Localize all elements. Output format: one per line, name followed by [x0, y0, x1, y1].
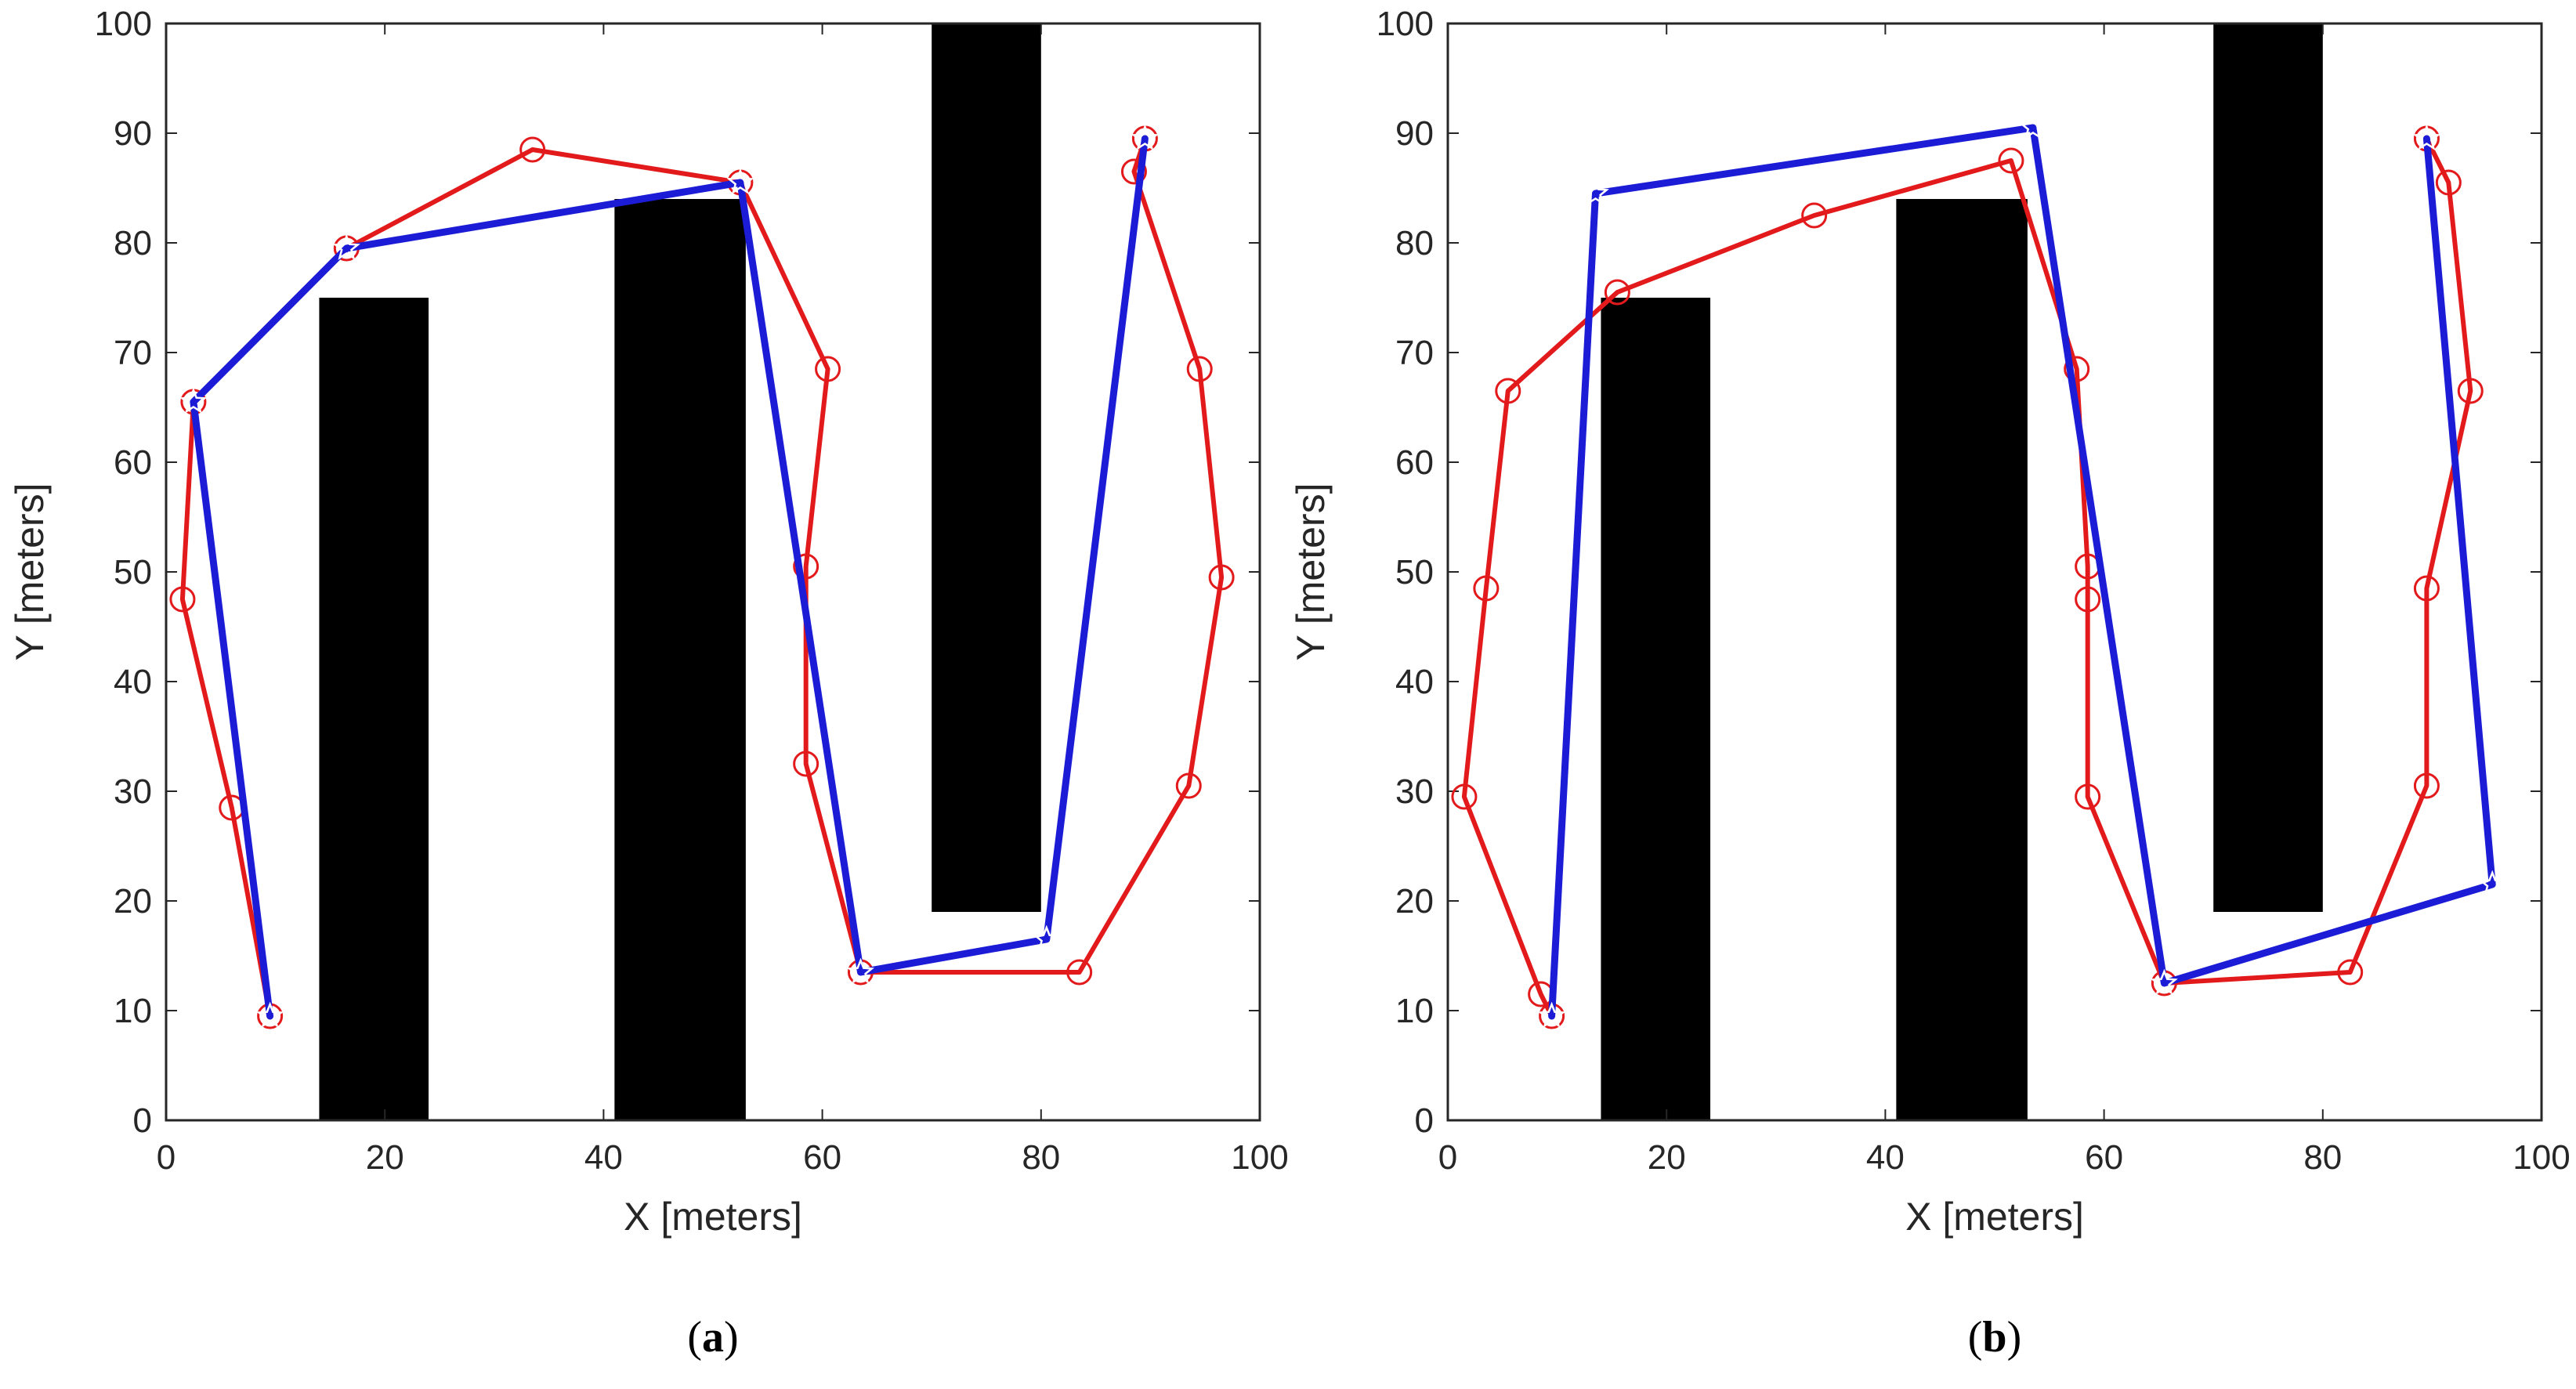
panel-caption-b: (b): [1968, 1313, 2021, 1362]
x-tick-label: 80: [1022, 1138, 1060, 1177]
red-path-point: [2413, 772, 2440, 799]
obstacle-1: [1601, 298, 1711, 1120]
blue-path-point: [2412, 124, 2440, 150]
y-tick-label: 80: [1395, 224, 1434, 262]
y-tick-label: 10: [114, 992, 152, 1030]
blue-path-point: [1033, 924, 1061, 951]
x-tick-label: 80: [2303, 1138, 2342, 1177]
y-tick-label: 30: [1395, 772, 1434, 811]
y-tick-label: 100: [95, 5, 152, 43]
red-path-point: [2337, 959, 2364, 986]
x-tick-label: 60: [803, 1138, 841, 1177]
y-tick-label: 20: [114, 882, 152, 921]
y-tick-label: 100: [1377, 5, 1434, 43]
series-a: [169, 124, 1235, 1029]
panel-a: 0 20 40 60 80 100 0 10 20 30 40 50 60 70 80 90 100 X [me…: [8, 5, 1289, 1362]
y-tick-label: 20: [1395, 882, 1434, 921]
blue-path-point: [2150, 968, 2178, 995]
y-tick-label: 40: [114, 663, 152, 701]
red-path-point: [2075, 586, 2101, 613]
y-tick-label: 40: [1395, 663, 1434, 701]
x-tick-label: 40: [1866, 1138, 1905, 1177]
red-path-point: [1473, 575, 1500, 602]
x-tick-label: 20: [366, 1138, 404, 1177]
axis-ticks-a: 0 20 40 60 80 100 0 10 20 30 40 50 60 70 80 90 100: [95, 5, 1289, 1177]
red-path-point: [793, 751, 819, 777]
x-axis-label-a: X [meters]: [624, 1195, 802, 1239]
blue-path-point: [726, 168, 754, 194]
y-tick-label: 0: [133, 1101, 152, 1140]
panel-b: 0 20 40 60 80 100 0 10 20 30 40 50 60 70 80 90 100 X [me…: [1289, 5, 2571, 1362]
red-path-point: [1998, 147, 2024, 174]
blue-path-point: [256, 1001, 284, 1028]
y-tick-label: 90: [114, 114, 152, 153]
y-tick-label: 50: [1395, 553, 1434, 591]
y-tick-label: 0: [1415, 1101, 1434, 1140]
x-tick-label: 0: [1438, 1138, 1457, 1177]
red-path-point: [1066, 959, 1093, 986]
red-path-point: [1175, 772, 1202, 799]
panel-caption-a: (a): [687, 1313, 738, 1362]
red-path-point: [793, 553, 819, 580]
y-tick-label: 70: [114, 334, 152, 372]
blue-path-point: [1131, 124, 1159, 150]
red-path-line: [1461, 136, 2473, 1018]
blue-path-point: [1538, 1001, 1566, 1028]
y-tick-label: 10: [1395, 992, 1434, 1030]
blue-path-line: [1548, 124, 2496, 1020]
x-tick-label: 20: [1648, 1138, 1686, 1177]
red-path-point: [2413, 575, 2440, 602]
y-tick-label: 60: [1395, 443, 1434, 482]
obstacles-a: [319, 24, 1041, 1120]
red-path-point: [1801, 202, 1828, 229]
series-b: [1451, 113, 2506, 1029]
y-tick-label: 50: [114, 553, 152, 591]
y-tick-label: 30: [114, 772, 152, 811]
red-path-point: [1120, 158, 1147, 185]
y-axis-label-b: Y [meters]: [1289, 483, 1333, 661]
blue-path-point: [2019, 113, 2047, 139]
red-path-point: [2064, 356, 2090, 382]
red-path-point: [1208, 564, 1235, 591]
blue-path-point: [179, 387, 208, 414]
blue-path-point: [1581, 179, 1609, 205]
red-path-point: [1451, 783, 1478, 810]
axis-ticks-b: 0 20 40 60 80 100 0 10 20 30 40 50 60 70 80 90 100: [1377, 5, 2571, 1177]
x-tick-label: 100: [1231, 1138, 1288, 1177]
y-tick-label: 70: [1395, 334, 1434, 372]
blue-path-line: [190, 135, 1149, 1020]
y-tick-label: 90: [1395, 114, 1434, 153]
red-path-point: [1495, 378, 1521, 404]
x-axis-label-b: X [meters]: [1905, 1195, 2084, 1239]
obstacle-3: [2213, 24, 2323, 912]
blue-path-point: [332, 233, 360, 260]
x-tick-label: 100: [2513, 1138, 2570, 1177]
red-path-line: [179, 136, 1225, 1018]
red-path-point: [1604, 279, 1630, 306]
obstacle-3: [932, 24, 1041, 912]
x-tick-label: 0: [157, 1138, 175, 1177]
red-path-point: [2435, 169, 2462, 196]
y-tick-label: 60: [114, 443, 152, 482]
red-path-point: [2075, 783, 2101, 810]
y-axis-label-a: Y [meters]: [8, 483, 52, 661]
obstacle-2: [614, 199, 746, 1120]
blue-path-point: [846, 957, 874, 984]
red-path-point: [519, 136, 546, 163]
x-tick-label: 40: [584, 1138, 623, 1177]
red-path-point: [169, 586, 196, 613]
obstacle-1: [319, 298, 429, 1120]
x-tick-label: 60: [2085, 1138, 2123, 1177]
y-tick-label: 80: [114, 224, 152, 262]
blue-path-point: [2478, 870, 2506, 896]
obstacle-2: [1896, 199, 2028, 1120]
red-path-point: [2457, 378, 2484, 404]
obstacles-b: [1601, 24, 2323, 1120]
red-path-point: [815, 356, 841, 382]
red-path-point: [1186, 356, 1213, 382]
